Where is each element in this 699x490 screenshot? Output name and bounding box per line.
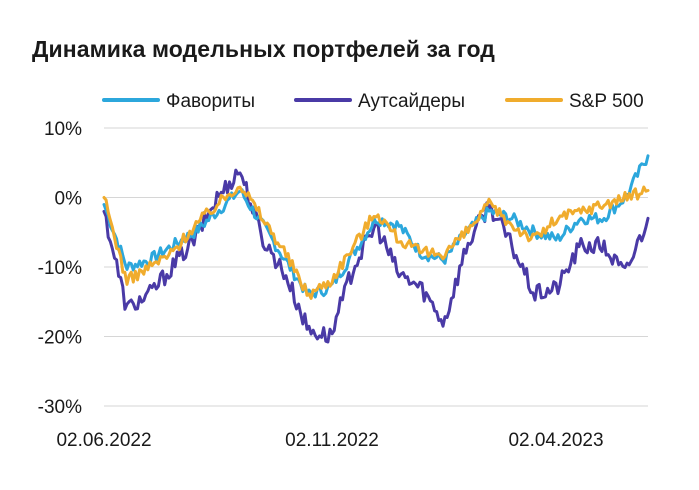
y-tick-label: 0% — [55, 189, 83, 210]
series-line — [102, 168, 650, 344]
x-tick-label: 02.11.2022 — [285, 430, 379, 451]
series-line — [102, 154, 650, 299]
series-lines — [102, 154, 650, 344]
legend-label: Фавориты — [166, 91, 255, 112]
y-tick-label: 10% — [44, 119, 82, 140]
y-tick-label: -10% — [38, 258, 82, 279]
x-axis-ticks: 02.06.2022 02.11.2022 02.04.2023 — [56, 430, 603, 451]
y-tick-label: -30% — [38, 397, 82, 418]
x-tick-label: 02.06.2022 — [56, 430, 151, 451]
chart-title: Динамика модельных портфелей за год — [32, 36, 495, 62]
x-tick-label: 02.04.2023 — [508, 430, 603, 451]
y-axis-ticks: 10% 0% -10% -20% -30% — [38, 119, 82, 418]
series-line — [102, 185, 650, 300]
legend-label: S&P 500 — [569, 91, 644, 112]
y-tick-label: -20% — [38, 328, 82, 349]
legend: Фавориты Аутсайдеры S&P 500 — [102, 91, 644, 112]
grid-lines — [104, 127, 648, 407]
legend-label: Аутсайдеры — [358, 91, 465, 112]
